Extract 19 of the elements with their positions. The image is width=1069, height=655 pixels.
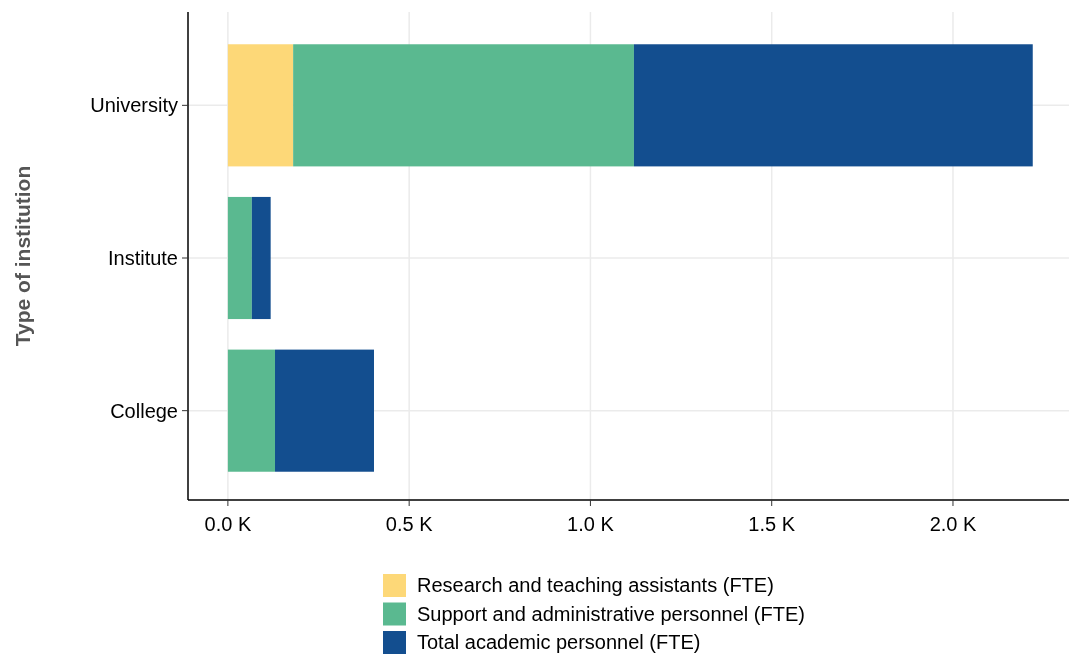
x-tick-label: 1.0 K	[567, 513, 615, 535]
x-tick-label: 0.0 K	[204, 513, 252, 535]
x-tick-label: 0.5 K	[385, 513, 434, 535]
bar	[293, 44, 634, 167]
legend-label: Research and teaching assistants (FTE)	[417, 574, 774, 596]
legend-label: Total academic personnel (FTE)	[417, 631, 701, 653]
y-tick-label: Institute	[107, 247, 178, 269]
bar	[227, 44, 294, 167]
bar	[227, 196, 252, 320]
bar	[251, 196, 271, 320]
x-tick-label: 2.0 K	[929, 513, 977, 535]
bar	[227, 349, 276, 472]
x-tick-label: 1.5 K	[748, 513, 796, 535]
y-tick-label: College	[110, 399, 178, 422]
y-tick-label: University	[90, 94, 178, 117]
bar	[633, 44, 1033, 167]
legend-label: Support and administrative personnel (FTE)	[417, 602, 805, 625]
y-axis-title: Type of institution	[11, 165, 34, 347]
bar	[275, 349, 374, 472]
